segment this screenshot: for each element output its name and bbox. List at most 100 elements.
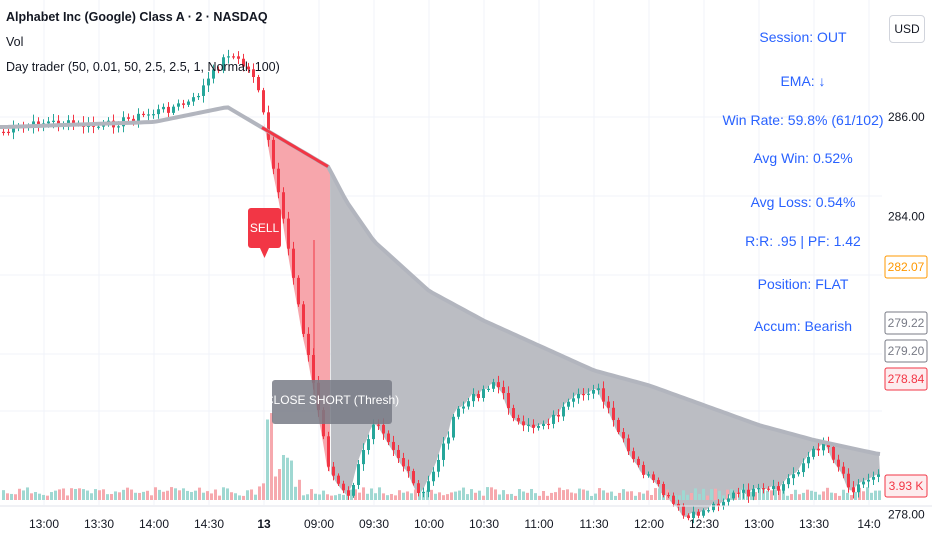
volume-bar — [366, 493, 369, 500]
volume-bar — [618, 492, 621, 500]
volume-bar — [738, 488, 741, 500]
volume-bar — [602, 490, 605, 500]
volume-bar — [402, 492, 405, 500]
candle-body — [382, 424, 385, 434]
volume-bar — [698, 493, 701, 500]
close-short-label: CLOSE SHORT (Thresh) — [265, 393, 399, 407]
volume-bar — [454, 491, 457, 500]
candle-body — [817, 448, 820, 451]
candle-body — [172, 106, 175, 113]
candle-body — [367, 439, 370, 451]
volume-bar — [654, 488, 657, 500]
stat-win-rate: Win Rate: 59.8% (61/102) — [722, 112, 884, 128]
volume-bar — [514, 495, 517, 500]
indicator-legend[interactable]: Day trader (50, 0.01, 50, 2.5, 2.5, 1, N… — [6, 60, 280, 74]
volume-bar — [54, 490, 57, 500]
volume-bar — [522, 491, 525, 500]
candle-body — [757, 488, 760, 490]
candle-body — [357, 464, 360, 485]
candle-body — [272, 139, 275, 169]
time-tick-label: 13 — [257, 517, 271, 531]
candle-body — [217, 69, 220, 71]
volume-bar — [250, 489, 253, 500]
candle-body — [337, 475, 340, 484]
volume-bar — [314, 493, 317, 500]
candle-body — [742, 489, 745, 493]
candle-body — [52, 120, 55, 122]
volume-bar — [778, 489, 781, 500]
symbol-title[interactable]: Alphabet Inc (Google) Class A · 2 · NASD… — [6, 10, 268, 24]
volume-bar — [534, 493, 537, 500]
volume-bar — [146, 490, 149, 500]
volume-bar — [710, 489, 713, 500]
time-tick-label: 14:30 — [194, 517, 224, 531]
candle-body — [402, 458, 405, 467]
candle-body — [707, 510, 710, 512]
volume-bar — [646, 490, 649, 500]
time-tick-label: 12:00 — [634, 517, 664, 531]
volume-legend[interactable]: Vol — [6, 35, 24, 49]
volume-badge-label: 3.93 K — [889, 479, 924, 493]
time-axis[interactable]: 13:00 13:30 14:00 14:30 13 09:00 09:30 10:00 10:… — [0, 505, 932, 531]
candle-body — [602, 388, 605, 402]
price-axis[interactable]: 286.00 284.00 278.00 282.07 279.22 279.20 278.… — [882, 0, 932, 550]
volume-bar — [430, 489, 433, 500]
candle-body — [442, 443, 445, 460]
candle-body — [532, 424, 535, 428]
candle-body — [447, 437, 450, 444]
stat-avg-loss: Avg Loss: 0.54% — [750, 194, 856, 210]
volume-bar — [58, 489, 61, 500]
volume-bar — [770, 490, 773, 500]
price-badge-label: 279.20 — [888, 344, 925, 358]
volume-bar — [558, 487, 561, 500]
time-tick-label: 11:30 — [579, 517, 608, 531]
candle-body — [197, 95, 200, 98]
volume-bar — [118, 492, 121, 500]
volume-bar — [374, 493, 377, 500]
volume-bar — [650, 494, 653, 500]
candle-body — [542, 423, 545, 426]
candle-body — [837, 459, 840, 467]
volume-bar — [202, 492, 205, 500]
volume-bar — [294, 486, 297, 500]
volume-bar — [594, 493, 597, 500]
currency-button[interactable]: USD — [889, 15, 925, 43]
ema-fill — [330, 170, 880, 518]
volume-bar — [730, 489, 733, 500]
volume-bar — [318, 494, 321, 500]
candle-body — [622, 432, 625, 439]
volume-bar — [546, 495, 549, 500]
stat-ema: EMA: ↓ — [780, 73, 826, 89]
volume-bar — [790, 494, 793, 500]
candle-body — [97, 126, 100, 128]
candle-body — [507, 393, 510, 409]
time-tick-label: 10:30 — [469, 517, 499, 531]
volume-bar — [6, 493, 9, 500]
volume-bar — [490, 487, 493, 500]
volume-bar — [714, 488, 717, 500]
time-tick-label: 13:00 — [744, 517, 774, 531]
candle-body — [377, 424, 380, 426]
candle-body — [452, 416, 455, 438]
volume-bar — [10, 493, 13, 500]
candle-body — [327, 436, 330, 467]
volume-bar — [702, 488, 705, 500]
candle-body — [12, 127, 15, 133]
volume-bar — [78, 488, 81, 500]
volume-bar — [282, 455, 285, 500]
volume-bar — [838, 495, 841, 500]
volume-bar — [326, 494, 329, 500]
volume-bar — [158, 489, 161, 500]
volume-bar — [66, 495, 69, 500]
volume-bar — [842, 489, 845, 500]
volume-bar — [194, 490, 197, 500]
volume-bar — [878, 490, 881, 500]
volume-bar — [306, 494, 309, 500]
volume-bar — [322, 490, 325, 500]
volume-bar — [538, 495, 541, 500]
volume-bar — [186, 490, 189, 500]
candle-body — [842, 466, 845, 474]
candle-body — [302, 304, 305, 334]
candle-body — [512, 408, 515, 419]
